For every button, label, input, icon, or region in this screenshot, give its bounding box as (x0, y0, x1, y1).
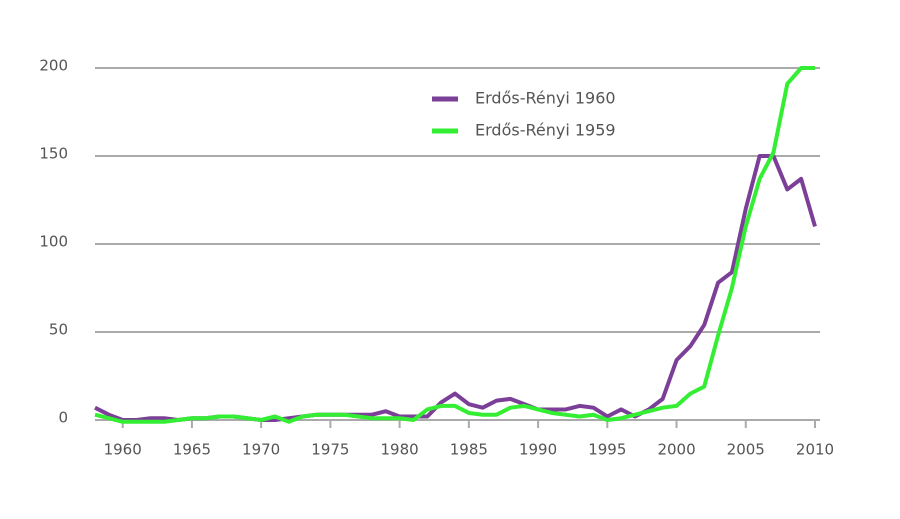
y-tick-label: 150 (39, 145, 68, 163)
y-tick-label: 100 (39, 233, 68, 251)
x-tick-label: 1980 (381, 441, 419, 459)
x-tick-label: 1970 (242, 441, 280, 459)
legend-label: Erdős-Rényi 1960 (475, 89, 616, 108)
y-tick-label: 50 (49, 321, 68, 339)
x-tick-label: 2000 (657, 441, 695, 459)
x-tick-label: 1995 (588, 441, 626, 459)
data-line (94, 66, 815, 424)
x-tick-label: 2005 (727, 441, 765, 459)
x-tick-label: 1975 (311, 441, 349, 459)
y-tick-label: 200 (39, 57, 68, 75)
y-tick-label: 0 (58, 409, 68, 427)
legend-label: Erdős-Rényi 1959 (475, 121, 616, 140)
x-tick-label: 2010 (796, 441, 834, 459)
x-tick-label: 1960 (104, 441, 142, 459)
x-tick-label: 1965 (173, 441, 211, 459)
x-tick-label: 1990 (519, 441, 557, 459)
x-tick-label: 1985 (450, 441, 488, 459)
